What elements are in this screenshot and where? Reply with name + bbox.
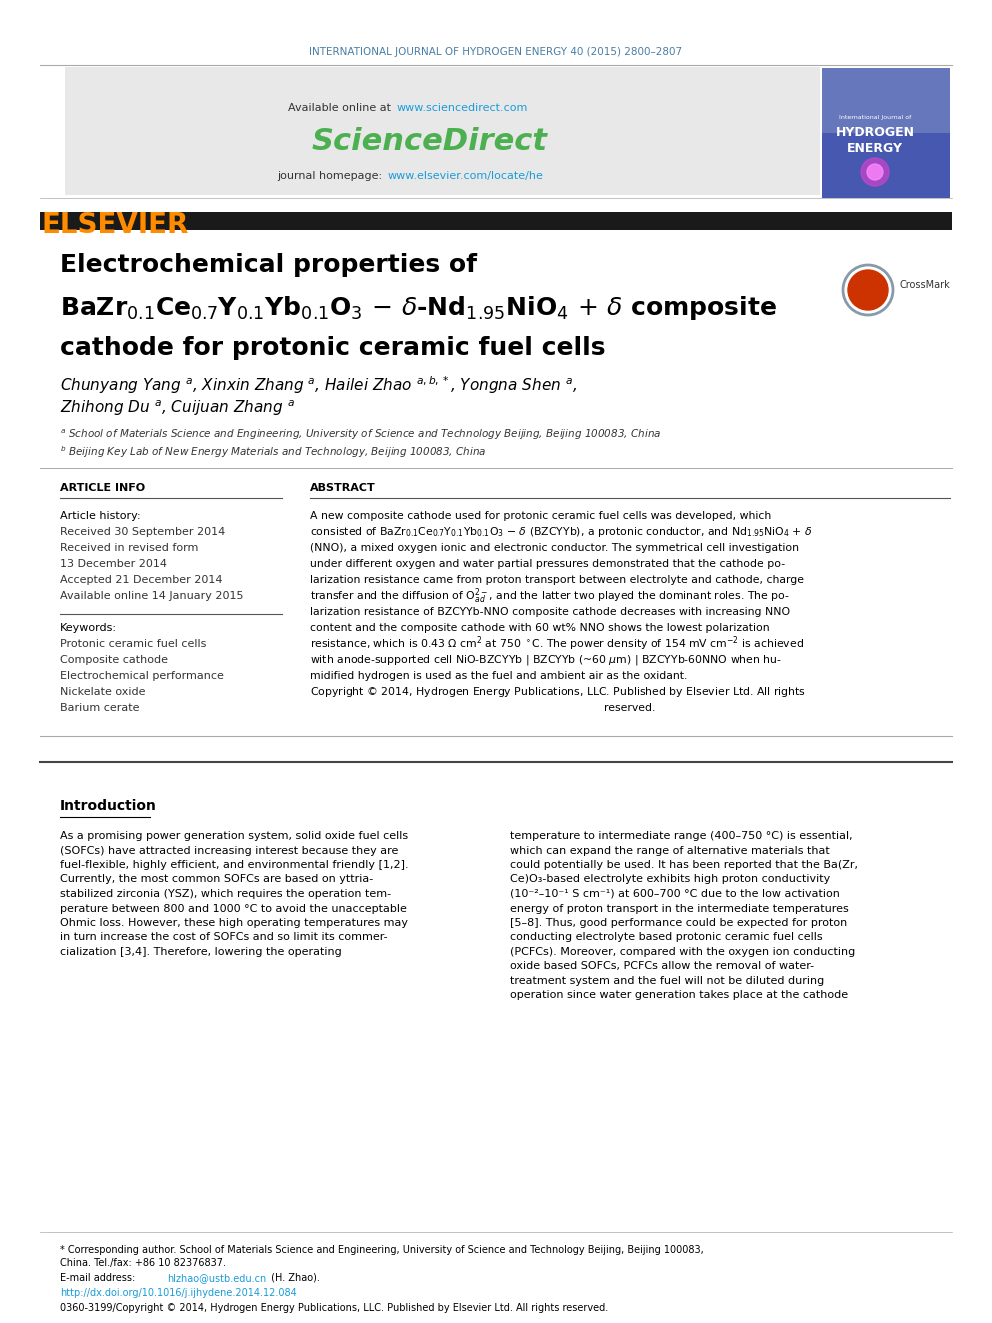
- Text: treatment system and the fuel will not be diluted during: treatment system and the fuel will not b…: [510, 976, 824, 986]
- Text: As a promising power generation system, solid oxide fuel cells: As a promising power generation system, …: [60, 831, 408, 841]
- Text: CrossMark: CrossMark: [900, 280, 950, 290]
- Text: could potentially be used. It has been reported that the Ba(Zr,: could potentially be used. It has been r…: [510, 860, 858, 871]
- Text: Chunyang Yang $^a$, Xinxin Zhang $^a$, Hailei Zhao $^{a,b,*}$, Yongna Shen $^a$,: Chunyang Yang $^a$, Xinxin Zhang $^a$, H…: [60, 374, 577, 396]
- Text: Currently, the most common SOFCs are based on yttria-: Currently, the most common SOFCs are bas…: [60, 875, 373, 885]
- Text: stabilized zirconia (YSZ), which requires the operation tem-: stabilized zirconia (YSZ), which require…: [60, 889, 391, 900]
- Text: 0360-3199/Copyright © 2014, Hydrogen Energy Publications, LLC. Published by Else: 0360-3199/Copyright © 2014, Hydrogen Ene…: [60, 1303, 608, 1312]
- Bar: [40, 212, 952, 230]
- Text: ARTICLE INFO: ARTICLE INFO: [60, 483, 145, 493]
- Bar: [822, 67, 950, 198]
- Text: energy of proton transport in the intermediate temperatures: energy of proton transport in the interm…: [510, 904, 849, 913]
- Text: Available online 14 January 2015: Available online 14 January 2015: [60, 591, 243, 601]
- Text: consisted of BaZr$_{0.1}$Ce$_{0.7}$Y$_{0.1}$Yb$_{0.1}$O$_3$ $-$ $\delta$ (BZCYYb: consisted of BaZr$_{0.1}$Ce$_{0.7}$Y$_{0…: [310, 525, 812, 538]
- Text: (10⁻²–10⁻¹ S cm⁻¹) at 600–700 °C due to the low activation: (10⁻²–10⁻¹ S cm⁻¹) at 600–700 °C due to …: [510, 889, 840, 900]
- Text: perature between 800 and 1000 °C to avoid the unacceptable: perature between 800 and 1000 °C to avoi…: [60, 904, 407, 913]
- Text: HYDROGEN: HYDROGEN: [835, 126, 915, 139]
- Text: China. Tel./fax: +86 10 82376837.: China. Tel./fax: +86 10 82376837.: [60, 1258, 226, 1267]
- Text: 13 December 2014: 13 December 2014: [60, 560, 167, 569]
- Text: Ohmic loss. However, these high operating temperatures may: Ohmic loss. However, these high operatin…: [60, 918, 408, 927]
- Text: transfer and the diffusion of O$^{2-}_{ad}$, and the latter two played the domin: transfer and the diffusion of O$^{2-}_{a…: [310, 586, 790, 606]
- Bar: [822, 134, 950, 198]
- Text: [5–8]. Thus, good performance could be expected for proton: [5–8]. Thus, good performance could be e…: [510, 918, 847, 927]
- Text: Article history:: Article history:: [60, 511, 141, 521]
- Text: (NNO), a mixed oxygen ionic and electronic conductor. The symmetrical cell inves: (NNO), a mixed oxygen ionic and electron…: [310, 542, 799, 553]
- Text: Composite cathode: Composite cathode: [60, 655, 168, 665]
- Text: Nickelate oxide: Nickelate oxide: [60, 687, 146, 697]
- Text: operation since water generation takes place at the cathode: operation since water generation takes p…: [510, 991, 848, 1000]
- Text: with anode-supported cell NiO-BZCYYb | BZCYYb (~60 $\mu$m) | BZCYYb-60NNO when h: with anode-supported cell NiO-BZCYYb | B…: [310, 654, 782, 667]
- Text: ENERGY: ENERGY: [847, 142, 903, 155]
- Text: larization resistance of BZCYYb-NNO composite cathode decreases with increasing : larization resistance of BZCYYb-NNO comp…: [310, 607, 790, 617]
- Text: journal homepage:: journal homepage:: [278, 171, 386, 181]
- Text: Zhihong Du $^a$, Cuijuan Zhang $^a$: Zhihong Du $^a$, Cuijuan Zhang $^a$: [60, 398, 295, 418]
- Text: (PCFCs). Moreover, compared with the oxygen ion conducting: (PCFCs). Moreover, compared with the oxy…: [510, 947, 855, 957]
- Text: www.sciencedirect.com: www.sciencedirect.com: [397, 103, 529, 112]
- Text: fuel-flexible, highly efficient, and environmental friendly [1,2].: fuel-flexible, highly efficient, and env…: [60, 860, 409, 871]
- Text: Copyright $\copyright$ 2014, Hydrogen Energy Publications, LLC. Published by Els: Copyright $\copyright$ 2014, Hydrogen En…: [310, 685, 806, 699]
- Text: http://dx.doi.org/10.1016/j.ijhydene.2014.12.084: http://dx.doi.org/10.1016/j.ijhydene.201…: [60, 1289, 297, 1298]
- Text: International Journal of: International Journal of: [839, 115, 911, 120]
- Text: BaZr$_{0.1}$Ce$_{0.7}$Y$_{0.1}$Yb$_{0.1}$O$_3$ $-$ $\delta$-Nd$_{1.95}$NiO$_4$ $: BaZr$_{0.1}$Ce$_{0.7}$Y$_{0.1}$Yb$_{0.1}…: [60, 294, 777, 321]
- Text: Ce)O₃-based electrolyte exhibits high proton conductivity: Ce)O₃-based electrolyte exhibits high pr…: [510, 875, 830, 885]
- Text: oxide based SOFCs, PCFCs allow the removal of water-: oxide based SOFCs, PCFCs allow the remov…: [510, 962, 814, 971]
- Text: content and the composite cathode with 60 wt% NNO shows the lowest polarization: content and the composite cathode with 6…: [310, 623, 770, 632]
- Text: INTERNATIONAL JOURNAL OF HYDROGEN ENERGY 40 (2015) 2800–2807: INTERNATIONAL JOURNAL OF HYDROGEN ENERGY…: [310, 48, 682, 57]
- Text: in turn increase the cost of SOFCs and so limit its commer-: in turn increase the cost of SOFCs and s…: [60, 933, 388, 942]
- Text: reserved.: reserved.: [310, 703, 656, 713]
- Circle shape: [861, 157, 889, 187]
- Text: Protonic ceramic fuel cells: Protonic ceramic fuel cells: [60, 639, 206, 650]
- Text: ELSEVIER: ELSEVIER: [42, 210, 188, 239]
- Text: Electrochemical performance: Electrochemical performance: [60, 671, 224, 681]
- Text: hlzhao@ustb.edu.cn: hlzhao@ustb.edu.cn: [167, 1273, 266, 1283]
- Text: under different oxygen and water partial pressures demonstrated that the cathode: under different oxygen and water partial…: [310, 560, 785, 569]
- Text: $^a$ School of Materials Science and Engineering, University of Science and Tech: $^a$ School of Materials Science and Eng…: [60, 427, 662, 442]
- Text: www.elsevier.com/locate/he: www.elsevier.com/locate/he: [388, 171, 544, 181]
- Text: * Corresponding author. School of Materials Science and Engineering, University : * Corresponding author. School of Materi…: [60, 1245, 703, 1256]
- Text: Electrochemical properties of: Electrochemical properties of: [60, 253, 477, 277]
- Text: Keywords:: Keywords:: [60, 623, 117, 632]
- Text: Received in revised form: Received in revised form: [60, 542, 198, 553]
- Text: cialization [3,4]. Therefore, lowering the operating: cialization [3,4]. Therefore, lowering t…: [60, 947, 342, 957]
- Text: (SOFCs) have attracted increasing interest because they are: (SOFCs) have attracted increasing intere…: [60, 845, 399, 856]
- Text: Accepted 21 December 2014: Accepted 21 December 2014: [60, 576, 222, 585]
- Circle shape: [867, 164, 883, 180]
- Circle shape: [848, 270, 888, 310]
- Text: ScienceDirect: ScienceDirect: [312, 127, 548, 156]
- Bar: [65, 67, 820, 194]
- Text: (H. Zhao).: (H. Zhao).: [268, 1273, 319, 1283]
- Text: ABSTRACT: ABSTRACT: [310, 483, 376, 493]
- Text: Barium cerate: Barium cerate: [60, 703, 140, 713]
- Text: E-mail address:: E-mail address:: [60, 1273, 138, 1283]
- Text: A new composite cathode used for protonic ceramic fuel cells was developed, whic: A new composite cathode used for protoni…: [310, 511, 771, 521]
- Text: resistance, which is 0.43 $\Omega$ cm$^2$ at 750 $^\circ$C. The power density of: resistance, which is 0.43 $\Omega$ cm$^2…: [310, 635, 805, 654]
- Text: conducting electrolyte based protonic ceramic fuel cells: conducting electrolyte based protonic ce…: [510, 933, 822, 942]
- Text: Received 30 September 2014: Received 30 September 2014: [60, 527, 225, 537]
- Text: temperature to intermediate range (400–750 °C) is essential,: temperature to intermediate range (400–7…: [510, 831, 853, 841]
- Text: $^b$ Beijing Key Lab of New Energy Materials and Technology, Beijing 100083, Chi: $^b$ Beijing Key Lab of New Energy Mater…: [60, 445, 486, 460]
- Text: which can expand the range of alternative materials that: which can expand the range of alternativ…: [510, 845, 829, 856]
- Text: larization resistance came from proton transport between electrolyte and cathode: larization resistance came from proton t…: [310, 576, 804, 585]
- Text: midified hydrogen is used as the fuel and ambient air as the oxidant.: midified hydrogen is used as the fuel an…: [310, 671, 687, 681]
- Text: Available online at: Available online at: [289, 103, 395, 112]
- Text: Introduction: Introduction: [60, 799, 157, 814]
- Text: cathode for protonic ceramic fuel cells: cathode for protonic ceramic fuel cells: [60, 336, 605, 360]
